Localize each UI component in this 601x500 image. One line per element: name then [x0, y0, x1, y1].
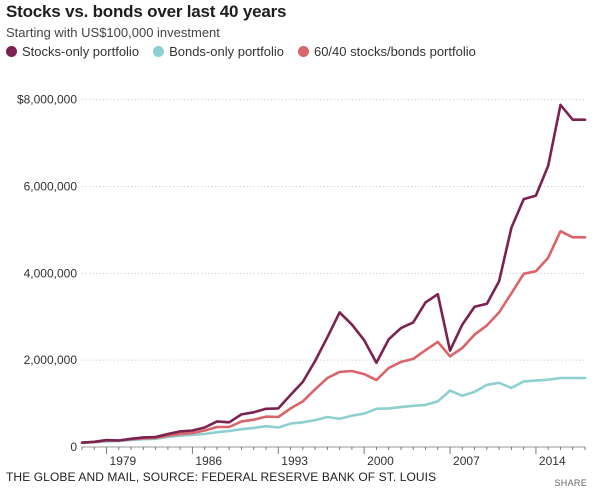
y-axis-labels: 0 2,000,000 4,000,000 6,000,000 $8,000,000: [17, 93, 77, 454]
chart-subtitle: Starting with US$100,000 investment: [6, 25, 220, 40]
x-axis: 1979 1986 1993 2000 2007 2014: [81, 447, 586, 468]
legend-item-stocks[interactable]: Stocks-only portfolio: [6, 44, 139, 59]
x-tick-label: 1979: [110, 454, 137, 468]
y-tick-label: 6,000,000: [24, 180, 78, 194]
share-button[interactable]: SHARE: [554, 478, 587, 488]
legend-item-bonds[interactable]: Bonds-only portfolio: [153, 44, 284, 59]
series-line-1[interactable]: [80, 376, 587, 444]
x-tick-label: 2014: [539, 454, 566, 468]
y-tick-label: $8,000,000: [17, 93, 77, 107]
series-line-0[interactable]: [80, 103, 587, 444]
series-line-2[interactable]: [80, 229, 587, 444]
source-note: THE GLOBE AND MAIL, SOURCE: FEDERAL RESE…: [6, 470, 437, 484]
y-tick-label: 4,000,000: [24, 266, 78, 280]
legend-item-mixed[interactable]: 60/40 stocks/bonds portfolio: [297, 44, 476, 59]
x-tick-label: 1993: [281, 454, 308, 468]
legend-label-stocks: Stocks-only portfolio: [22, 44, 140, 59]
series-layer: [80, 103, 587, 444]
grid-layer: [82, 99, 585, 448]
legend-swatch-mixed: [297, 46, 309, 57]
legend-label-bonds: Bonds-only portfolio: [169, 44, 284, 59]
x-tick-label: 1986: [195, 454, 222, 468]
legend-swatch-bonds: [153, 46, 165, 57]
x-tick-label: 2000: [367, 454, 394, 468]
legend-label-mixed: 60/40 stocks/bonds portfolio: [313, 44, 476, 59]
y-tick-label: 0: [70, 440, 77, 454]
x-tick-label: 2007: [453, 454, 480, 468]
legend-swatch-stocks: [6, 46, 17, 57]
chart-title: Stocks vs. bonds over last 40 years: [6, 2, 287, 21]
legend: Stocks-only portfolio Bonds-only portfol…: [6, 44, 476, 59]
y-tick-label: 2,000,000: [24, 353, 78, 367]
